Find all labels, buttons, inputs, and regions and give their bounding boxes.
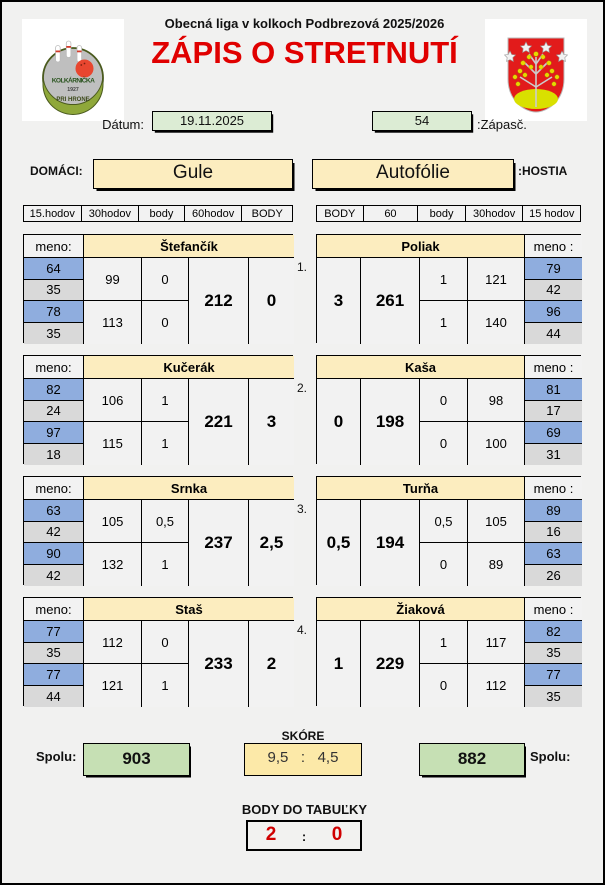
svg-text:PRI HRONE: PRI HRONE <box>56 97 89 103</box>
svg-text:1927: 1927 <box>67 87 79 93</box>
svg-text:KOLKÁRNIČKA: KOLKÁRNIČKA <box>52 76 95 85</box>
